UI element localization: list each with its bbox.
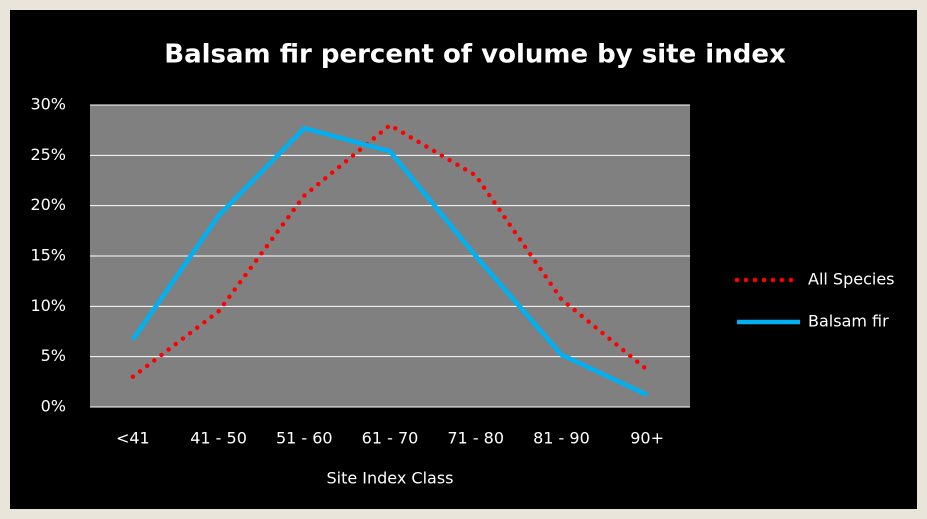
x-tick-label: 51 - 60 [276,429,333,448]
data-line [131,125,649,397]
x-axis-title: Site Index Class [326,469,453,488]
x-tick-label: 90+ [630,429,664,448]
y-tick-label: 30% [30,95,66,114]
x-tick-label: 41 - 50 [190,429,247,448]
legend-label: All Species [808,270,895,289]
y-tick-label: 15% [30,246,66,265]
x-tick-label: 81 - 90 [533,429,590,448]
y-tick-label: 10% [30,296,66,315]
chart-title: Balsam fir percent of volume by site ind… [164,40,786,70]
x-tick-label: 61 - 70 [362,429,419,448]
y-tick-label: 25% [30,145,66,164]
x-tick-label: 71 - 80 [447,429,504,448]
legend-label: Balsam fir [808,312,889,331]
y-tick-label: 0% [41,397,66,416]
data-line [130,122,650,380]
y-tick-label: 20% [30,195,66,214]
y-tick-label: 5% [41,346,66,365]
x-tick-label: <41 [116,429,150,448]
